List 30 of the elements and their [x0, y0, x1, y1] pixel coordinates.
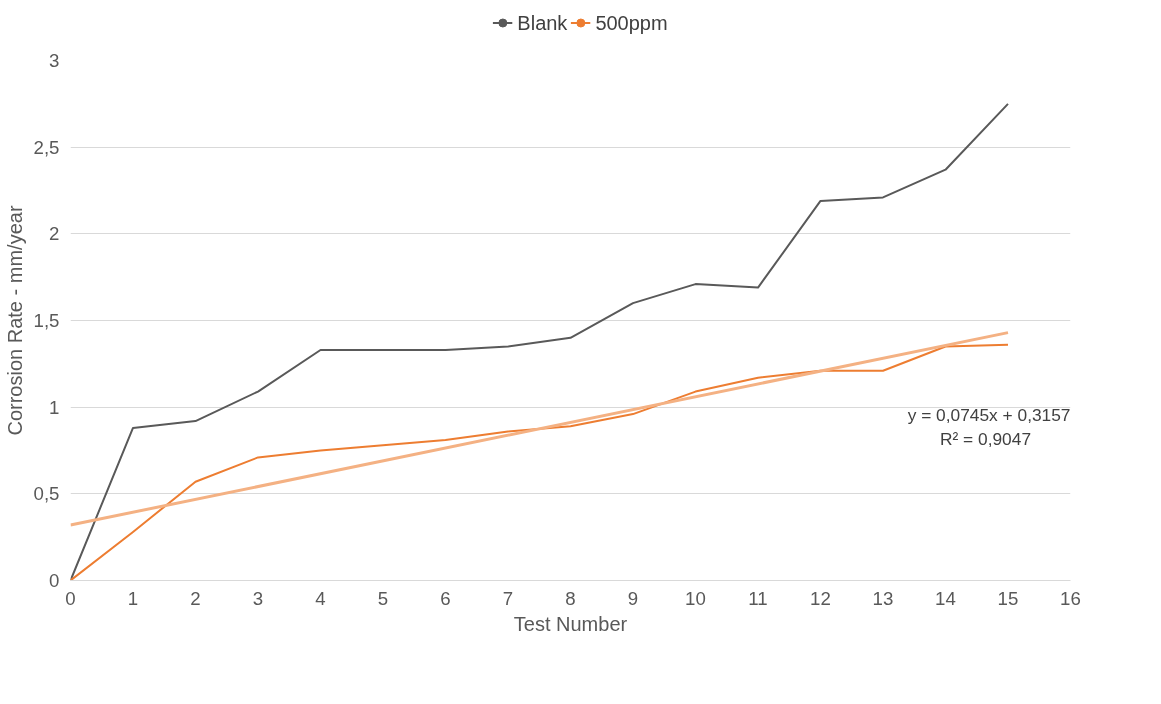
y-tick-label: 1,5: [33, 310, 60, 331]
y-tick-label: 2,5: [33, 136, 60, 158]
y-tick-label: 0,5: [33, 483, 60, 505]
x-tick-label: 4: [315, 587, 326, 609]
annotation: R² = 0,9047: [939, 428, 1032, 449]
x-tick-label: 1: [127, 587, 139, 609]
x-tick-label: 12: [810, 587, 831, 609]
x-tick-label: 7: [502, 587, 514, 609]
y-tick-label: 3: [49, 50, 60, 71]
x-tick-label: 15: [997, 587, 1019, 609]
y-axis-title: Corrosion Rate - mm/year: [3, 205, 26, 436]
legend-label: 500ppm: [595, 11, 668, 34]
x-tick-label: 14: [935, 587, 956, 609]
x-tick-label: 11: [748, 587, 768, 609]
x-tick-label: 16: [1060, 587, 1081, 609]
y-tick-label: 2: [49, 223, 60, 245]
x-tick-label: 5: [377, 587, 389, 609]
y-tick-label: 1: [49, 396, 60, 418]
x-tick-label: 13: [872, 587, 894, 609]
x-tick-label: 3: [252, 587, 264, 609]
annotation: y = 0,0745x + 0,3157: [907, 404, 1071, 425]
x-axis-title: Test Number: [513, 612, 628, 635]
y-tick-label: 0: [49, 570, 60, 591]
x-tick-label: 10: [685, 587, 706, 609]
x-tick-label: 6: [440, 587, 451, 609]
x-tick-label: 0: [65, 587, 76, 609]
x-tick-label: 9: [627, 587, 639, 609]
legend-label: Blank: [517, 11, 568, 34]
x-tick-label: 2: [190, 587, 201, 609]
x-tick-label: 8: [565, 587, 576, 609]
